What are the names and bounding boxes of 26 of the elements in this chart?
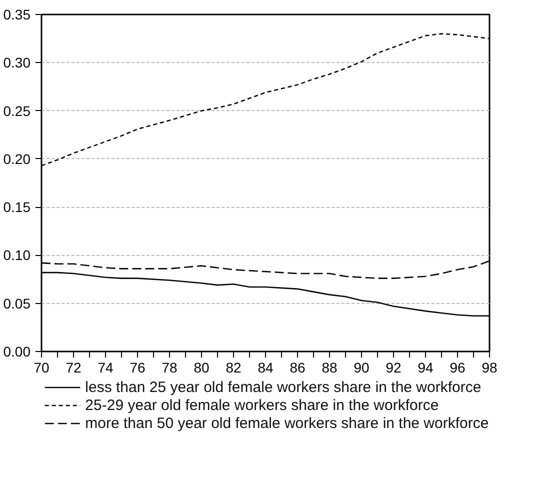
x-tick-label: 86 [290,360,306,376]
legend-label: more than 50 year old female workers share in the workforce [85,415,489,432]
y-tick-label: 0.15 [3,199,31,216]
x-tick-label: 74 [98,360,114,376]
y-tick-label: 0.25 [3,102,31,119]
legend-label: 25-29 year old female workers share in the workforce [85,397,439,414]
y-tick-label: 0.00 [3,344,31,360]
y-tick-label: 0.20 [3,150,31,167]
legend-label: less than 25 year old female workers share in the workforce [85,379,482,396]
x-tick-label: 92 [386,360,402,376]
x-tick-label: 76 [130,360,146,376]
y-tick-label: 0.05 [3,295,31,312]
x-tick-label: 72 [66,360,82,376]
x-tick-label: 82 [226,360,242,376]
x-tick-label: 78 [162,360,178,376]
y-tick-label: 0.10 [3,247,31,264]
x-tick-label: 70 [34,360,50,376]
x-tick-label: 84 [258,360,274,376]
x-tick-label: 80 [194,360,210,376]
y-tick-label: 0.35 [3,6,31,22]
y-tick-label: 0.30 [3,54,31,71]
x-tick-label: 90 [354,360,370,376]
x-tick-label: 96 [450,360,466,376]
x-tick-label: 88 [322,360,338,376]
x-tick-label: 94 [418,360,434,376]
x-tick-label: 98 [482,360,498,376]
